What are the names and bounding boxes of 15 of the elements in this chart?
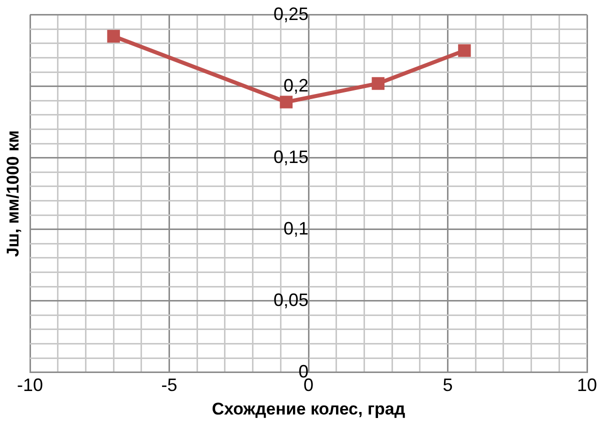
y-tick-label: 0,15: [273, 146, 308, 167]
point: [107, 30, 120, 43]
x-tick-label: 5: [442, 375, 453, 396]
y-tick-label: 0,05: [273, 290, 308, 310]
y-tick-label: 0,25: [273, 4, 308, 24]
x-axis-title: Схождение колес, град: [212, 400, 406, 419]
y-tick-label: 0,1: [283, 218, 308, 238]
x-tick-label: -10: [16, 375, 44, 396]
point: [458, 44, 471, 57]
x-tick-label: -5: [161, 375, 178, 396]
point: [372, 77, 384, 90]
y-tick-label: 0,2: [283, 75, 308, 96]
y-axis-title: Јш, мм/1000 км: [4, 130, 23, 257]
x-tick-label: 10: [576, 375, 598, 396]
point: [280, 96, 293, 108]
